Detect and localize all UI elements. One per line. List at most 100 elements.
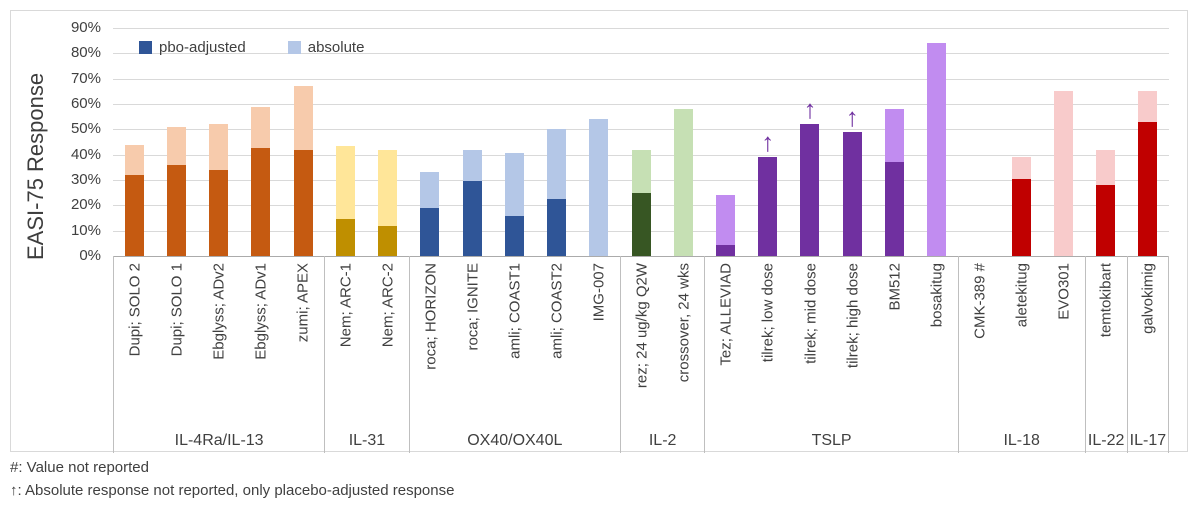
category-slot: Ebglyss; ADv1 (240, 256, 282, 428)
bar-segment-absolute (335, 145, 355, 256)
y-tick-label: 90% (70, 19, 101, 36)
legend-item-pbo-adjusted: pbo-adjusted (139, 39, 246, 56)
category-label: roca; IGNITE (464, 263, 482, 351)
legend-swatch-pbo-adjusted (139, 41, 152, 54)
target-group: ↑ ↑ ↑ Tez; ALLEVIAD tilrek; low dose tilrek; … (704, 28, 957, 453)
bar-slot (197, 28, 239, 256)
bar-slot (662, 28, 704, 256)
bar-slot (113, 28, 155, 256)
category-slot: Dupi; SOLO 2 (114, 256, 156, 428)
footnote-hash: #: Value not reported (10, 459, 149, 476)
bar-segment-pbo-adjusted (758, 157, 778, 256)
category-slot: Nem; ARC-1 (325, 256, 367, 428)
category-slot: Nem; ARC-2 (367, 256, 409, 428)
bar-slot: ↑ (789, 28, 831, 256)
bar-segment-absolute (1053, 91, 1073, 256)
bar-slot (535, 28, 577, 256)
plot-groups: Dupi; SOLO 2 Dupi; SOLO 1 Ebglyss; ADv2 Ebg… (113, 28, 1169, 453)
category-slot: amli; COAST1 (494, 256, 536, 428)
group-label: TSLP (704, 428, 957, 453)
bar-segment-pbo-adjusted (1138, 121, 1158, 256)
category-slot: Tez; ALLEVIAD (705, 256, 747, 428)
bar-segment-absolute (589, 119, 609, 256)
category-label: IMG-007 (590, 263, 608, 322)
bar-slot (282, 28, 324, 256)
bar-segment-pbo-adjusted (209, 169, 229, 256)
group-label: IL-2 (619, 428, 704, 453)
category-slot: roca; HORIZON (410, 256, 452, 428)
bar-slot (1085, 28, 1127, 256)
bar-slot (620, 28, 662, 256)
bar-slot (578, 28, 620, 256)
y-tick-label: 60% (70, 95, 101, 112)
gridline (113, 28, 1169, 29)
bar-slot (155, 28, 197, 256)
bar-segment-absolute (251, 106, 271, 256)
target-group: roca; HORIZON roca; IGNITE amli; COAST1 aml… (408, 28, 620, 453)
category-slot: Dupi; SOLO 1 (156, 256, 198, 428)
y-tick-label: 20% (70, 196, 101, 214)
category-slot: tilrek; low dose (747, 256, 789, 428)
bar-segment-absolute (420, 172, 440, 256)
bar-segment-pbo-adjusted (842, 131, 862, 256)
y-tick-label: 50% (70, 120, 101, 138)
bar-segment-pbo-adjusted (420, 207, 440, 256)
category-slot: tilrek; high dose (832, 256, 874, 428)
gridline (113, 53, 1169, 55)
y-tick-label: 40% (70, 145, 101, 163)
category-slot: CMK-389 # (959, 256, 1001, 428)
gridline (113, 129, 1169, 131)
bar-slot: ↑ (747, 28, 789, 256)
bar-segment-absolute (166, 126, 186, 256)
category-slot: amli; COAST2 (536, 256, 578, 428)
category-slot: aletekitug (1001, 256, 1043, 428)
category-slot: rez; 24 ug/kg Q2W (621, 256, 663, 428)
category-slot: bosakitug (916, 256, 958, 428)
category-slot: BM512 (874, 256, 916, 428)
target-group: Dupi; SOLO 2 Dupi; SOLO 1 Ebglyss; ADv2 Ebg… (113, 28, 324, 453)
bar-segment-absolute (124, 144, 144, 256)
bar-slot (366, 28, 408, 256)
category-label: amli; COAST2 (548, 263, 566, 359)
category-label: zumi; APEX (294, 263, 312, 343)
category-label: roca; HORIZON (422, 263, 440, 370)
legend-label-pbo-adjusted: pbo-adjusted (159, 39, 246, 56)
category-label: EVO301 (1055, 263, 1073, 320)
x-axis-line (113, 256, 1169, 257)
not-reported-hash-annotation: # (971, 263, 989, 276)
footnote-arrow: ↑: Absolute response not reported, only … (10, 482, 455, 499)
group-label: IL-18 (957, 428, 1085, 453)
bar-slot (1000, 28, 1042, 256)
bar-slot (240, 28, 282, 256)
y-tick-label: 30% (70, 171, 101, 188)
bar-slot (704, 28, 746, 256)
category-slot: crossover, 24 wks (663, 256, 705, 428)
category-label: Tez; ALLEVIAD (717, 263, 735, 366)
group-label: IL-22 (1084, 428, 1127, 453)
bar-segment-pbo-adjusted (124, 174, 144, 256)
category-slot: temtokibart (1086, 256, 1127, 428)
category-slot: Ebglyss; ADv2 (198, 256, 240, 428)
category-label: Dupi; SOLO 2 (126, 263, 144, 357)
bar-segment-pbo-adjusted (166, 164, 186, 256)
bar-segment-pbo-adjusted (884, 162, 904, 256)
bar-segment-pbo-adjusted (800, 124, 820, 256)
bar-segment-absolute (462, 149, 482, 256)
bar-segment-absolute (673, 109, 693, 256)
y-tick-label: 10% (70, 221, 101, 239)
bar-segment-pbo-adjusted (504, 215, 524, 256)
bar-slot (493, 28, 535, 256)
category-label: galvokimig (1139, 263, 1157, 334)
category-label: bosakitug (928, 263, 946, 328)
bar-segment-pbo-adjusted (335, 219, 355, 256)
y-axis-title: EASI-75 Response (23, 72, 48, 260)
category-slot: EVO301 (1043, 256, 1085, 428)
legend: pbo-adjusted absolute (139, 39, 364, 56)
target-group: Nem; ARC-1 Nem; ARC-2 IL-31 (324, 28, 408, 453)
category-label: tilrek; high dose (844, 263, 862, 369)
category-label: rez; 24 ug/kg Q2W (633, 263, 651, 389)
bar-segment-absolute (631, 149, 651, 256)
bar-segment-pbo-adjusted (293, 149, 313, 256)
bar-slot (451, 28, 493, 256)
category-slot: galvokimig (1128, 256, 1168, 428)
